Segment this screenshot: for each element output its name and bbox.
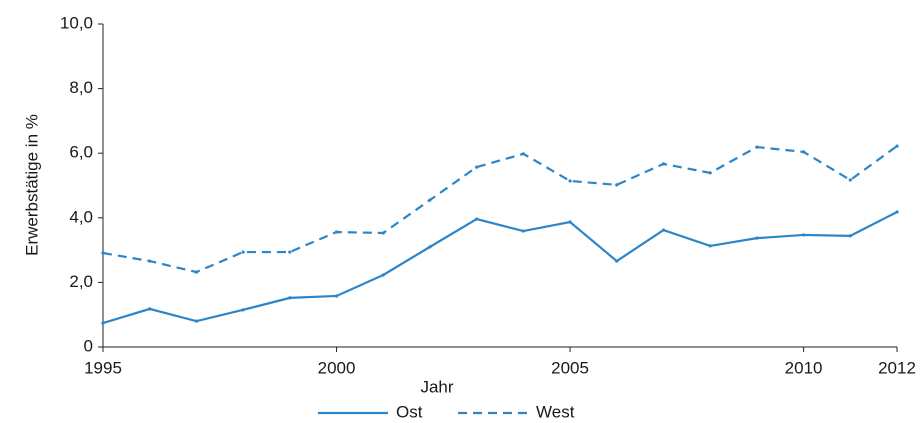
data-point bbox=[755, 236, 759, 240]
x-tick-label: 1995 bbox=[84, 358, 122, 377]
legend-label: West bbox=[536, 402, 575, 421]
data-point bbox=[568, 179, 572, 183]
data-point bbox=[101, 251, 105, 255]
data-point bbox=[288, 296, 292, 300]
data-point bbox=[615, 183, 619, 187]
y-tick-label: 10,0 bbox=[60, 13, 93, 32]
data-point bbox=[194, 270, 199, 274]
y-tick-label: 8,0 bbox=[69, 78, 93, 97]
data-point bbox=[521, 152, 525, 156]
data-point bbox=[148, 259, 152, 263]
data-point bbox=[381, 273, 385, 277]
x-tick-label: 2000 bbox=[318, 358, 356, 377]
x-axis-label: Jahr bbox=[420, 377, 453, 396]
data-point bbox=[895, 210, 899, 214]
data-point bbox=[334, 294, 339, 298]
data-point bbox=[801, 233, 806, 237]
data-point bbox=[521, 229, 525, 233]
x-tick-label: 2010 bbox=[785, 358, 823, 377]
data-point bbox=[194, 319, 199, 323]
data-point bbox=[661, 162, 666, 166]
data-point bbox=[241, 308, 245, 312]
data-point bbox=[428, 198, 432, 202]
data-point bbox=[801, 150, 806, 154]
data-point bbox=[381, 231, 385, 235]
y-tick-label: 4,0 bbox=[69, 207, 93, 226]
data-point bbox=[148, 307, 152, 311]
data-point bbox=[288, 250, 292, 254]
data-point bbox=[475, 165, 479, 169]
data-point bbox=[334, 230, 339, 234]
y-tick-label: 0 bbox=[84, 336, 93, 355]
data-point bbox=[475, 217, 479, 221]
data-point bbox=[755, 145, 759, 149]
y-tick-label: 6,0 bbox=[69, 143, 93, 162]
data-point bbox=[848, 178, 852, 182]
legend-label: Ost bbox=[396, 402, 423, 421]
x-tick-label: 2012 bbox=[878, 358, 916, 377]
data-point bbox=[708, 171, 712, 175]
data-point bbox=[661, 228, 666, 232]
data-point bbox=[568, 220, 572, 224]
series-line bbox=[102, 145, 898, 274]
data-point bbox=[428, 245, 432, 249]
data-point bbox=[895, 144, 899, 148]
y-axis-label: Erwerbstätige in % bbox=[22, 114, 41, 256]
y-tick-label: 2,0 bbox=[69, 272, 93, 291]
series-line bbox=[102, 211, 898, 325]
data-point bbox=[708, 244, 712, 248]
data-point bbox=[615, 259, 619, 263]
x-tick-label: 2005 bbox=[551, 358, 589, 377]
data-point bbox=[848, 234, 852, 238]
data-point bbox=[241, 250, 245, 254]
data-point bbox=[101, 321, 105, 325]
